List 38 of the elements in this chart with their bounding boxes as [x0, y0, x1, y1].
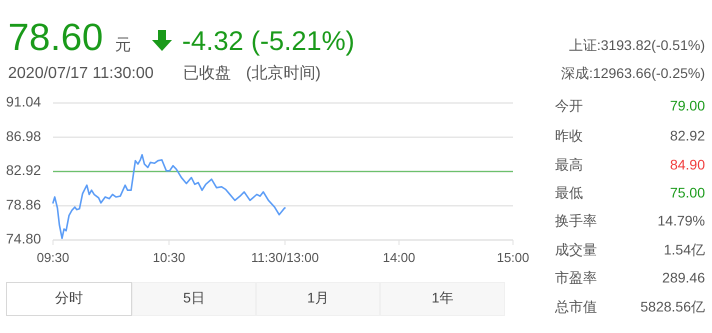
- text: 最高: [555, 156, 583, 173]
- text: 今开: [555, 98, 583, 114]
- text: 上证:3193.82(-0.51%): [568, 37, 705, 53]
- text: 1年: [432, 290, 454, 306]
- text: 市盈率: [555, 270, 597, 286]
- text: 5日: [183, 290, 205, 306]
- text: 78.60: [8, 17, 104, 59]
- text: 1.54亿: [664, 242, 705, 258]
- text: 82.92: [670, 128, 706, 144]
- y-tick-label: 82.92: [6, 162, 42, 178]
- text: 总市值: [554, 298, 597, 315]
- x-tick-label: 10:30: [152, 250, 186, 265]
- text: 75.00: [670, 184, 706, 201]
- y-tick-label: 91.04: [6, 94, 42, 110]
- y-tick-label: 78.86: [6, 196, 42, 212]
- text: -4.32 (-5.21%): [182, 26, 355, 56]
- text: 已收盘: [183, 65, 231, 82]
- y-tick-label: 74.80: [6, 230, 42, 247]
- text: (北京时间): [246, 64, 321, 82]
- text: 2020/07/17 11:30:00: [8, 65, 154, 82]
- text: 成交量: [555, 242, 597, 258]
- text: 84.90: [670, 156, 706, 173]
- text: 289.46: [662, 270, 706, 286]
- x-tick-label: 11:30/13:00: [251, 250, 319, 265]
- x-tick-label: 09:30: [36, 250, 70, 265]
- text: 1月: [307, 290, 329, 306]
- text: 深成:12963.66(-0.25%): [561, 65, 705, 81]
- text: 5828.56亿: [640, 298, 705, 315]
- y-tick-label: 86.98: [6, 128, 42, 144]
- text: 79.00: [670, 98, 706, 114]
- x-tick-label: 14:00: [382, 250, 416, 265]
- text: 14.79%: [658, 212, 705, 229]
- text: 最低: [555, 184, 583, 201]
- text: 分时: [55, 290, 83, 306]
- text: 换手率: [555, 212, 597, 229]
- text: 昨收: [555, 128, 583, 144]
- text: 元: [115, 37, 131, 54]
- x-tick-label: 15:00: [496, 250, 530, 265]
